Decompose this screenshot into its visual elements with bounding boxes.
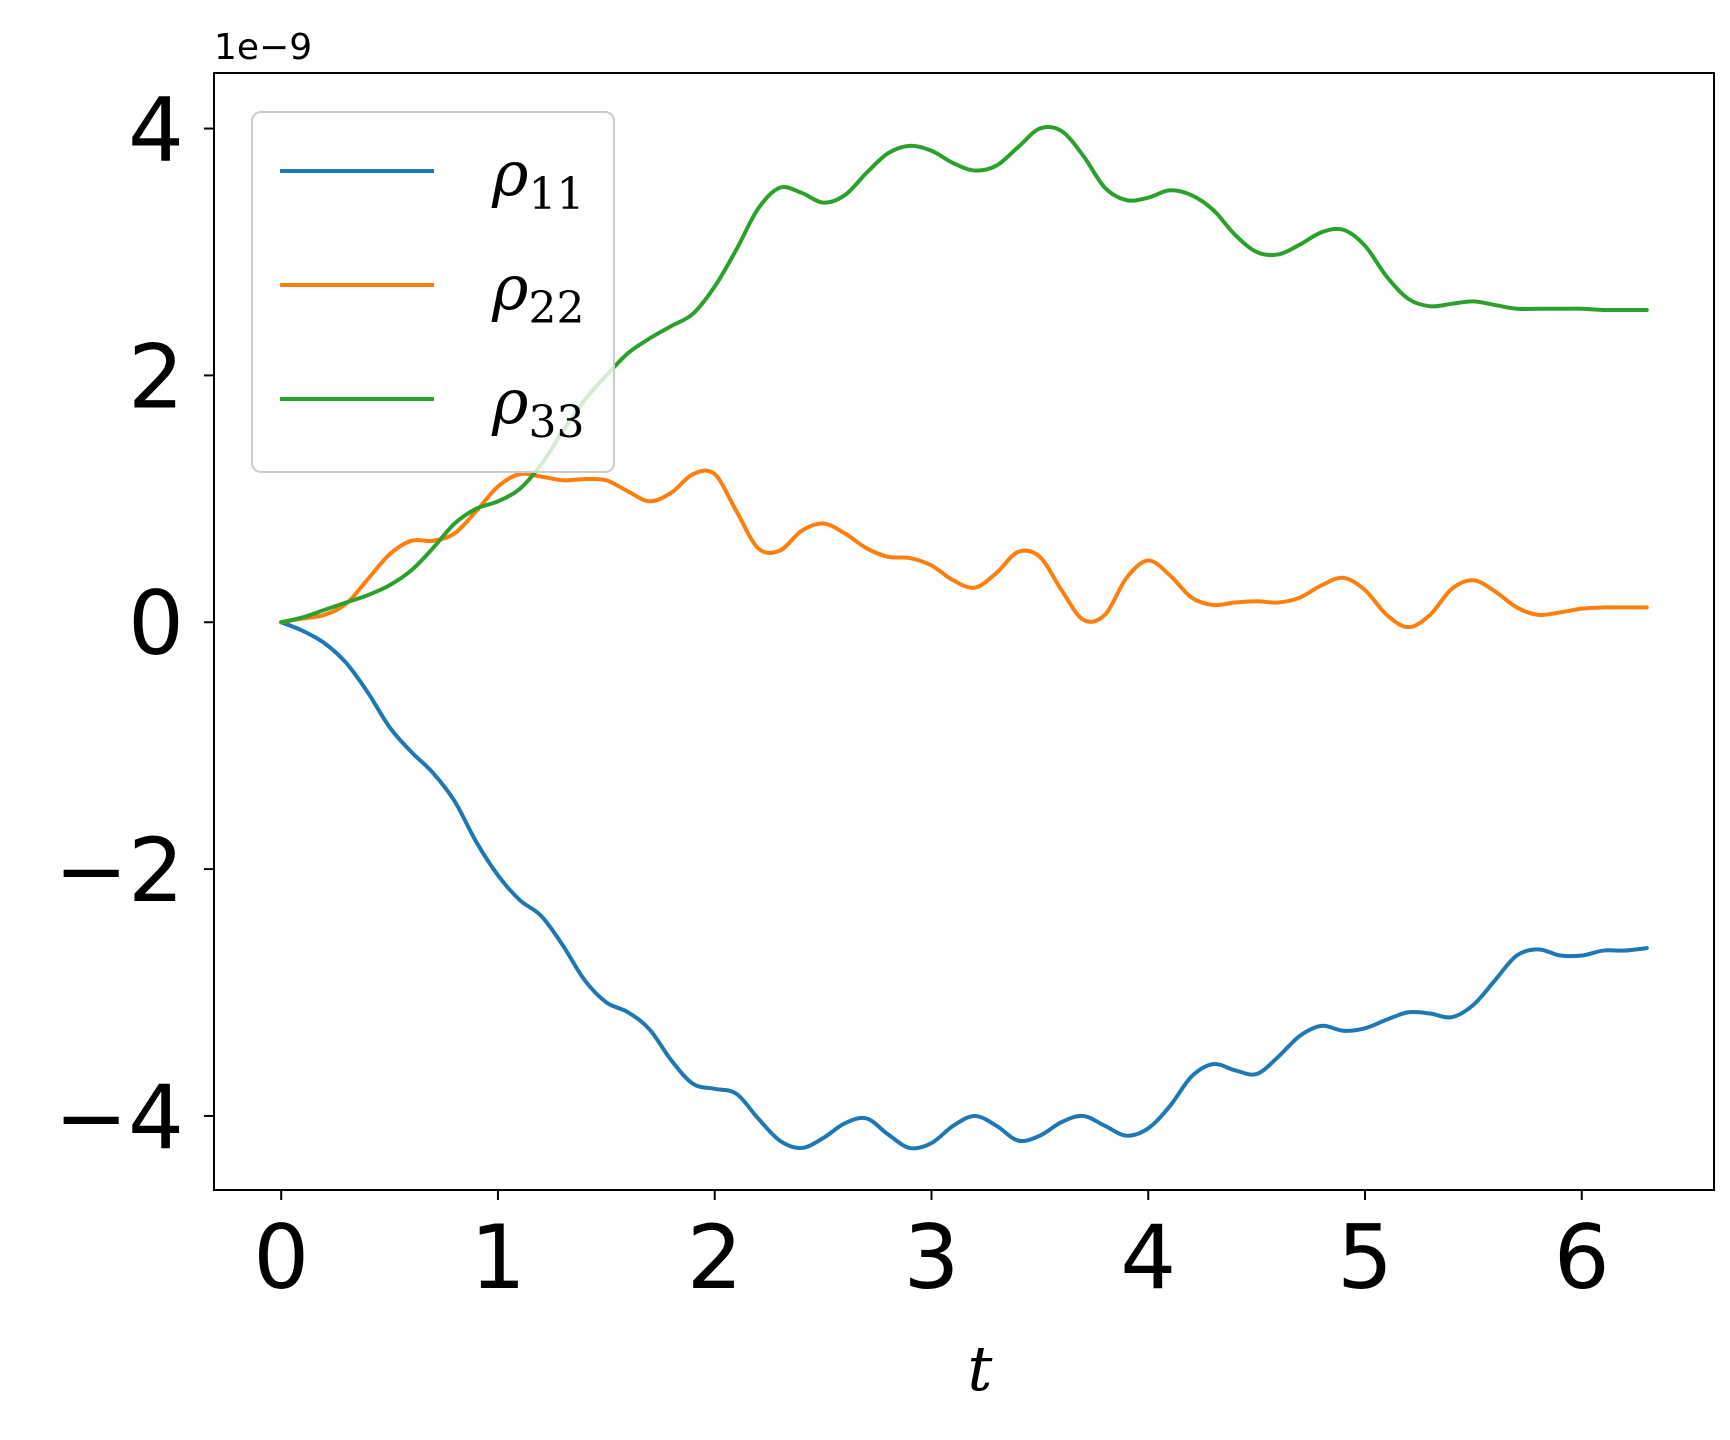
series-line-11 bbox=[279, 620, 1649, 1151]
x-tick-label: 3 bbox=[903, 1206, 959, 1309]
legend-subscript: 11 bbox=[528, 169, 584, 220]
series-line-33 bbox=[279, 124, 1649, 625]
y-tick-label: 0 bbox=[128, 572, 184, 675]
legend-subscript: 22 bbox=[528, 283, 584, 334]
y-tick-label: 2 bbox=[128, 325, 184, 428]
legend-entry-label: ρ33 bbox=[491, 365, 584, 448]
legend-symbol: ρ bbox=[491, 137, 528, 210]
legend-symbol: ρ bbox=[491, 251, 528, 324]
x-axis-label: t bbox=[968, 1332, 993, 1405]
y-tick-label: −2 bbox=[54, 819, 184, 922]
ticks-layer: 0 1 2 3 4 5 6 −4 −2 0 2 4 bbox=[54, 79, 1610, 1309]
legend-entry-label: ρ11 bbox=[491, 137, 584, 220]
y-tick-label: 4 bbox=[128, 79, 184, 182]
legend-box bbox=[251, 111, 615, 473]
legend-subscript: 33 bbox=[528, 397, 584, 448]
legend-entry-label: ρ22 bbox=[491, 251, 584, 334]
x-tick-label: 4 bbox=[1120, 1206, 1176, 1309]
legend-symbol: ρ bbox=[491, 365, 528, 438]
x-tick-label: 2 bbox=[687, 1206, 743, 1309]
series-line-22 bbox=[279, 468, 1649, 630]
y-tick-label: −4 bbox=[54, 1066, 184, 1169]
x-tick-label: 1 bbox=[470, 1206, 526, 1309]
series-layer bbox=[279, 124, 1649, 1151]
y-offset-label: 1e−9 bbox=[214, 27, 312, 68]
x-tick-label: 0 bbox=[253, 1206, 309, 1309]
x-tick-label: 6 bbox=[1554, 1206, 1610, 1309]
x-tick-label: 5 bbox=[1337, 1206, 1393, 1309]
plot-frame bbox=[213, 72, 1715, 1191]
